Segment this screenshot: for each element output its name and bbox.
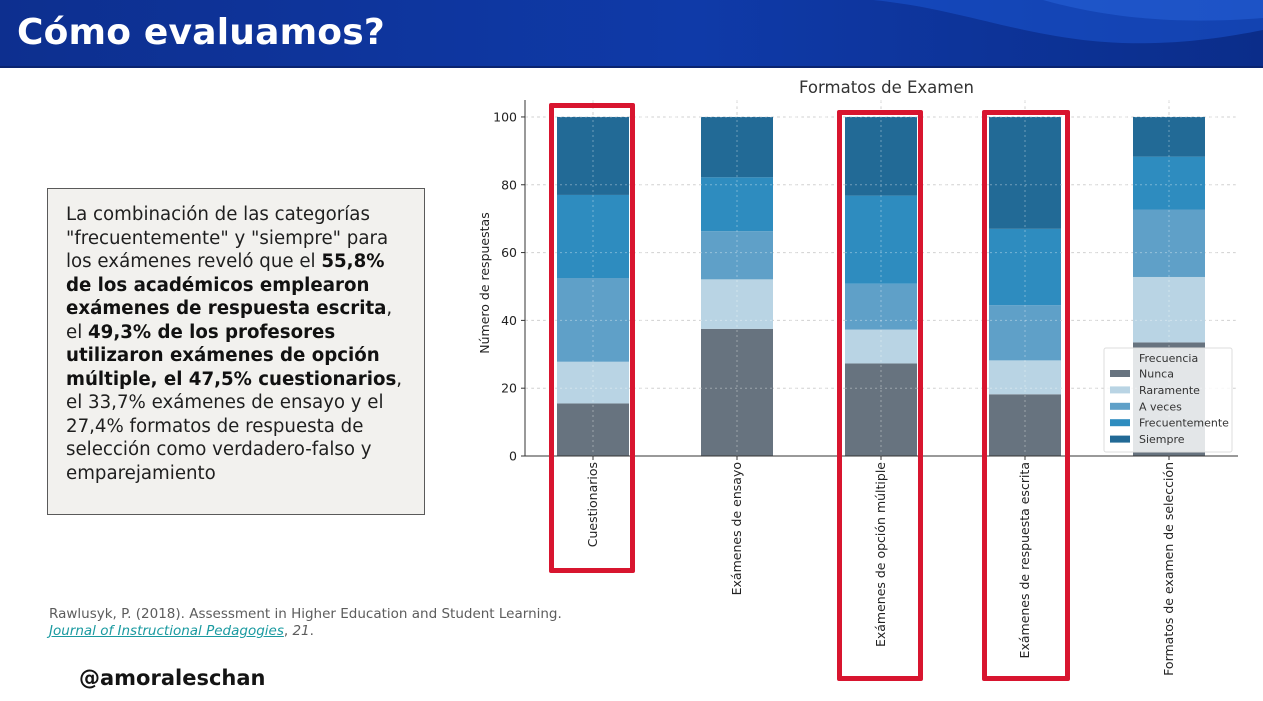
x-tick-label: Formatos de examen de selección <box>1161 462 1176 676</box>
bar-segment <box>1133 116 1205 157</box>
bar-segment <box>845 283 917 330</box>
bar-segment <box>557 278 629 362</box>
bar-segment <box>845 195 917 284</box>
legend-swatch <box>1110 419 1130 427</box>
summary-box: La combinación de las categorías "frecue… <box>47 188 425 515</box>
summary-bold-1: 55,8% de los académicos emplearon exámen… <box>66 251 387 319</box>
bar-segment <box>701 231 773 280</box>
bar-segment <box>1133 209 1205 277</box>
citation: Rawlusyk, P. (2018). Assessment in Highe… <box>49 606 569 640</box>
bar-segment <box>701 177 773 232</box>
summary-bold-2: 49,3% de los profesores utilizaron exáme… <box>66 321 397 390</box>
bar-segment <box>1133 156 1205 210</box>
legend-label: A veces <box>1139 400 1182 413</box>
citation-separator: , <box>283 623 293 639</box>
legend-label: Nunca <box>1139 368 1174 381</box>
bar-segment <box>1133 276 1205 343</box>
social-handle: @amoraleschan <box>79 666 266 690</box>
y-axis-label: Número de respuestas <box>477 212 492 353</box>
bar-segment <box>845 329 917 364</box>
summary-text-1: La combinación de las categorías "frecue… <box>66 204 389 272</box>
citation-end: . <box>309 623 314 639</box>
highlight-box <box>982 110 1070 681</box>
bar-segment <box>845 116 917 196</box>
legend-label: Frecuentemente <box>1139 417 1229 430</box>
bar-segment <box>701 328 773 456</box>
legend-swatch <box>1110 402 1130 410</box>
x-tick-label: Cuestionarios <box>585 462 600 547</box>
bar-segment <box>557 361 629 404</box>
chart-title: Formatos de Examen <box>799 78 974 97</box>
bar-segment <box>989 116 1061 229</box>
x-tick-label: Exámenes de respuesta escrita <box>1017 462 1032 658</box>
legend-title: Frecuencia <box>1139 352 1198 365</box>
page-title: Cómo evaluamos? <box>17 12 385 53</box>
exam-formats-chart: Formatos de Examen 0 20 40 60 80 100 Número de … <box>477 78 1238 676</box>
summary-text-3: , el 33,7% exámenes de ensayo y el 27,4%… <box>66 368 403 484</box>
highlight-box <box>837 110 923 681</box>
y-tick-label: 80 <box>501 177 517 192</box>
legend-label: Siempre <box>1139 433 1185 446</box>
journal-link[interactable]: Journal of Instructional Pedagogies <box>49 623 284 639</box>
header-bar: Cómo evaluamos? <box>0 0 1263 68</box>
summary-text: La combinación de las categorías "frecue… <box>66 203 412 485</box>
y-tick-label: 20 <box>501 381 517 396</box>
x-tick-label: Exámenes de opción múltiple <box>873 462 888 647</box>
bar-segment <box>989 394 1061 456</box>
x-tick-label: Exámenes de ensayo <box>729 462 744 595</box>
summary-text-2: , el <box>66 298 393 343</box>
y-tick-label: 100 <box>493 109 517 124</box>
bar-segment <box>557 116 629 195</box>
bar-segment <box>557 403 629 456</box>
y-tick-label: 0 <box>509 449 517 464</box>
header-wave-decoration <box>873 0 1263 44</box>
citation-volume: 21 <box>292 623 310 639</box>
bar-segment <box>701 116 773 178</box>
y-tick-label: 60 <box>501 245 517 260</box>
bar-segment <box>557 194 629 278</box>
legend-box <box>1103 347 1233 453</box>
bar-segment <box>989 360 1061 395</box>
legend-swatch <box>1110 435 1130 443</box>
bar-segment <box>845 363 917 456</box>
bar-segment <box>989 228 1061 306</box>
legend-swatch <box>1110 386 1130 394</box>
citation-line-2: Journal of Instructional Pedagogies, 21. <box>49 623 569 640</box>
legend-label: Raramente <box>1139 384 1200 397</box>
citation-line-1: Rawlusyk, P. (2018). Assessment in Highe… <box>49 606 562 622</box>
bar-segment <box>989 305 1061 361</box>
highlight-box <box>549 103 635 573</box>
legend-swatch <box>1110 370 1130 377</box>
bar-segment <box>701 279 773 329</box>
y-tick-label: 40 <box>501 313 517 328</box>
